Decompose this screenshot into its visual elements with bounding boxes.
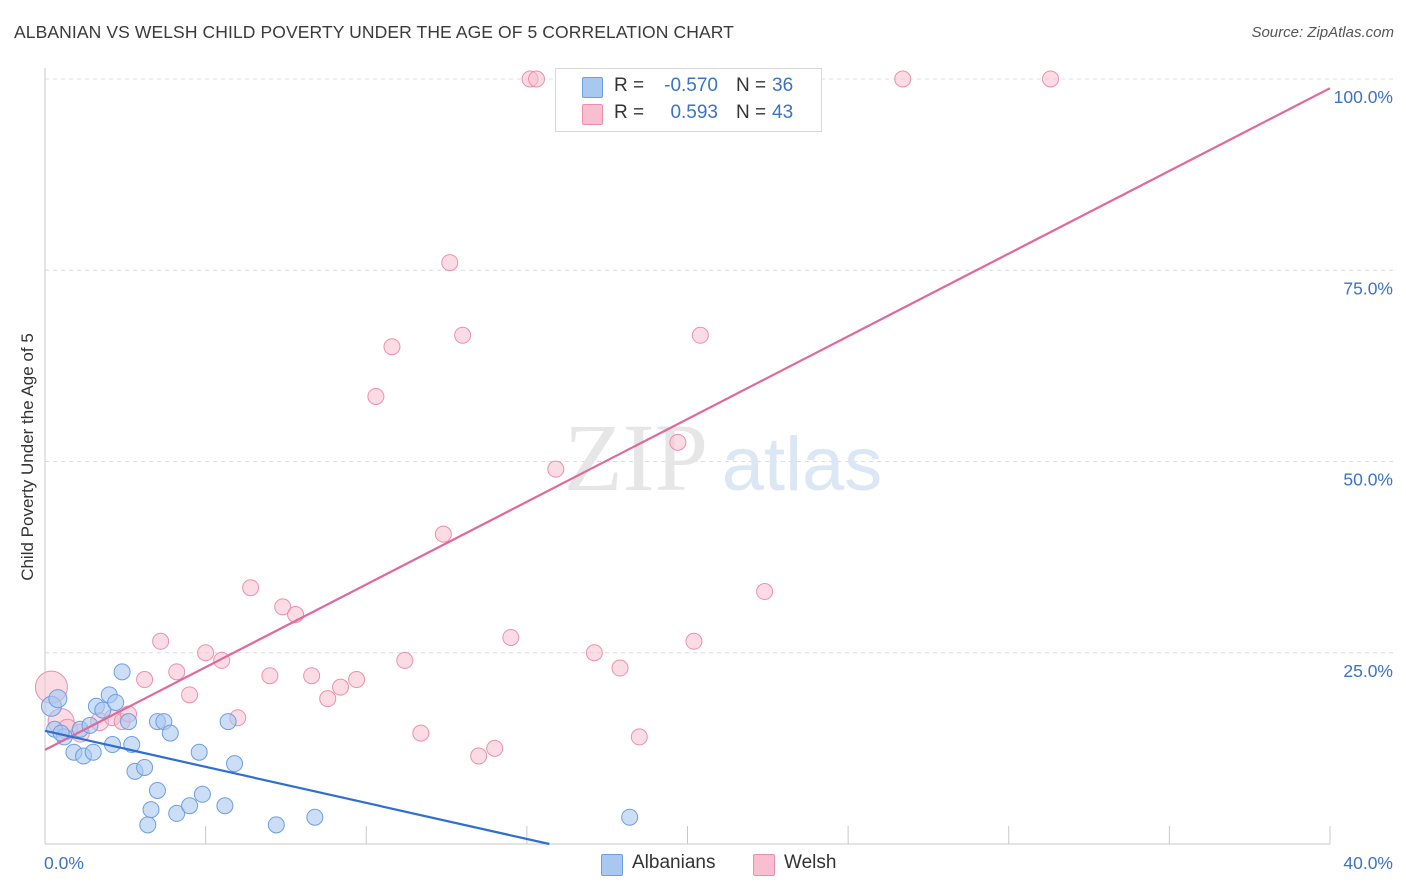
albanians-point-8 (84, 743, 102, 761)
welsh-point-20 (319, 690, 337, 708)
y-tick-label-100: 100.0% (1334, 87, 1393, 107)
albanians-point-1 (48, 689, 68, 709)
legend-row-albanians: R = -0.570 N = 36 (556, 74, 821, 100)
source-label: Source: ZipAtlas.com (1251, 24, 1394, 41)
albanians-r-label: R = (614, 75, 645, 96)
x-tick-label-min: 0.0% (44, 853, 84, 873)
welsh-point-41 (691, 326, 709, 344)
welsh-swatch (582, 104, 603, 125)
welsh-point-37 (611, 659, 629, 677)
welsh-point-43 (894, 70, 912, 88)
welsh-point-21 (332, 678, 350, 696)
albanians-point-20 (142, 801, 160, 819)
welsh-point-40 (685, 632, 703, 650)
welsh-point-32 (502, 628, 520, 646)
albanians-legend-label: Albanians (632, 852, 716, 873)
welsh-point-26 (412, 724, 430, 742)
welsh-r-value: 0.593 (670, 102, 718, 123)
albanians-legend-swatch (601, 854, 623, 876)
albanians-point-13 (107, 693, 125, 711)
welsh-point-22 (348, 671, 366, 689)
welsh-point-39 (669, 433, 687, 451)
welsh-point-17 (274, 598, 292, 616)
welsh-point-38 (630, 728, 648, 746)
albanians-r-value: -0.570 (664, 75, 718, 96)
correlation-legend: R = -0.570 N = 36 R = 0.593 N = 43 (555, 68, 822, 132)
welsh-point-42 (756, 583, 774, 601)
welsh-legend-swatch (753, 854, 775, 876)
watermark-atlas: atlas (722, 422, 883, 507)
albanians-point-15 (120, 713, 138, 731)
welsh-points (34, 70, 1060, 765)
albanians-point-10 (94, 701, 112, 719)
x-tick-marks (44, 826, 1331, 844)
albanians-point-28 (193, 785, 211, 803)
albanians-point-32 (267, 816, 285, 834)
albanians-point-7 (81, 716, 99, 734)
welsh-point-9 (152, 632, 170, 650)
x-tick-label-max: 40.0% (1343, 853, 1393, 873)
welsh-n-label: N = (736, 102, 767, 123)
albanians-point-27 (190, 743, 208, 761)
grid-lines (45, 78, 1395, 654)
chart-title: ALBANIAN VS WELSH CHILD POVERTY UNDER TH… (14, 22, 734, 42)
welsh-point-11 (181, 686, 199, 704)
albanians-point-19 (139, 816, 157, 834)
albanians-point-14 (113, 663, 131, 681)
welsh-trend-line (44, 87, 1331, 751)
welsh-point-44 (1042, 70, 1060, 88)
albanians-point-21 (148, 781, 166, 799)
welsh-point-19 (303, 667, 321, 685)
welsh-point-8 (136, 671, 154, 689)
y-tick-labels: 25.0% 50.0% 75.0% 100.0% (1334, 87, 1393, 681)
x-tick-labels: 0.0% 40.0% (44, 853, 1393, 873)
y-tick-label-50: 50.0% (1343, 470, 1393, 490)
welsh-point-27 (434, 525, 452, 543)
welsh-point-10 (168, 663, 186, 681)
albanians-point-34 (621, 808, 639, 826)
albanians-n-label: N = (736, 75, 767, 96)
albanians-point-31 (226, 755, 244, 773)
series-legend: Albanians Welsh (0, 852, 1406, 878)
albanians-point-18 (136, 759, 154, 776)
welsh-point-34 (528, 70, 546, 88)
trend-lines (44, 87, 1331, 846)
y-axis-label: Child Poverty Under the Age of 5 (18, 333, 37, 581)
welsh-point-29 (454, 326, 472, 344)
welsh-n-value: 43 (772, 102, 794, 123)
welsh-legend-label: Welsh (784, 852, 837, 873)
y-tick-label-75: 75.0% (1343, 278, 1393, 298)
welsh-point-12 (197, 644, 215, 662)
albanians-trend-line (44, 729, 550, 846)
welsh-point-25 (396, 651, 414, 669)
welsh-point-15 (242, 579, 260, 597)
albanians-points (40, 663, 639, 834)
albanians-point-29 (216, 797, 234, 815)
welsh-point-16 (261, 667, 279, 685)
albanians-point-26 (181, 797, 199, 815)
welsh-point-23 (367, 387, 385, 405)
welsh-r-label: R = (614, 102, 645, 123)
watermark: ZIP atlas (564, 404, 882, 511)
albanians-point-33 (306, 808, 324, 826)
welsh-point-24 (383, 338, 401, 356)
y-tick-label-25: 25.0% (1343, 661, 1393, 681)
welsh-point-36 (585, 644, 603, 662)
albanians-swatch (582, 77, 603, 98)
albanians-point-25 (168, 804, 186, 822)
welsh-point-35 (547, 460, 565, 478)
welsh-point-30 (470, 747, 488, 765)
welsh-point-31 (486, 739, 504, 757)
albanians-point-24 (161, 724, 179, 742)
welsh-point-28 (441, 254, 459, 272)
albanians-n-value: 36 (772, 75, 794, 96)
albanians-point-30 (219, 713, 237, 731)
legend-row-welsh: R = 0.593 N = 43 (556, 101, 821, 127)
